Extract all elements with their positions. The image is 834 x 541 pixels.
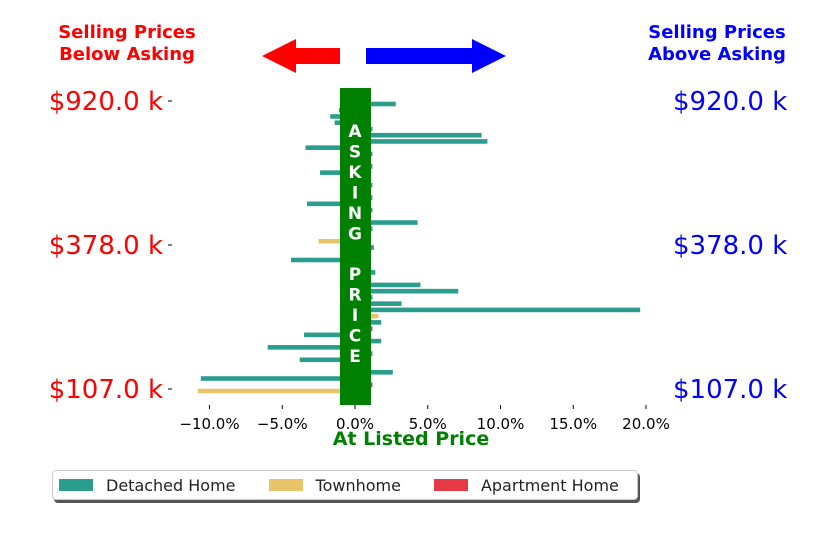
below-asking-header-line2: Below Asking xyxy=(59,44,195,65)
band-letter: R xyxy=(348,286,361,306)
legend-swatch-detached xyxy=(59,479,93,491)
legend-item-apartment: Apartment Home xyxy=(433,475,619,495)
bar xyxy=(197,388,355,394)
asking-price-band-rect xyxy=(340,88,371,405)
y-tick-label-left: $920.0 k xyxy=(49,87,163,117)
x-tick-label: −10.0% xyxy=(179,415,239,433)
bars-group xyxy=(197,101,641,394)
bar xyxy=(290,257,355,263)
band-letter: K xyxy=(348,163,362,183)
bar xyxy=(299,357,355,363)
bar xyxy=(355,307,641,313)
y-tick-label-right: $107.0 k xyxy=(673,375,787,405)
x-axis-label: At Listed Price xyxy=(333,428,489,450)
bar xyxy=(355,139,488,144)
bar xyxy=(355,282,421,288)
right-arrow-icon xyxy=(366,39,506,73)
bar xyxy=(200,376,355,381)
bar xyxy=(355,220,418,225)
bar xyxy=(355,101,396,107)
bar xyxy=(304,332,355,338)
below-asking-header-line1: Selling Prices xyxy=(58,22,195,43)
band-letter: A xyxy=(348,122,362,142)
x-tick-label: 20.0% xyxy=(622,415,670,433)
band-letter: P xyxy=(349,265,361,285)
band-letter: G xyxy=(348,225,362,245)
above-asking-header-line2: Above Asking xyxy=(648,44,786,65)
band-letter: N xyxy=(348,204,362,224)
y-tick-label-left: $378.0 k xyxy=(49,231,163,261)
bar xyxy=(355,369,393,375)
legend-item-townhome: Townhome xyxy=(268,475,401,495)
bar xyxy=(267,345,355,350)
band-letter: I xyxy=(352,306,358,326)
left-arrow-icon xyxy=(262,39,340,73)
y-tick-label-right: $920.0 k xyxy=(673,87,787,117)
y-tick-label-right: $378.0 k xyxy=(673,231,787,261)
legend-item-detached: Detached Home xyxy=(59,476,236,495)
legend-swatch-apartment xyxy=(433,479,468,491)
band-letter: S xyxy=(349,143,361,163)
bar xyxy=(355,301,402,306)
legend-swatch-townhome xyxy=(268,479,303,491)
bar xyxy=(355,288,459,294)
x-tick-label: 5.0% xyxy=(409,415,447,433)
x-tick-label: 10.0% xyxy=(477,415,525,433)
legend-label-apartment: Apartment Home xyxy=(480,475,619,495)
x-axis-ticks: −10.0% −5.0% 0.0% 5.0% 10.0% 15.0% 20.0% xyxy=(179,405,670,433)
x-tick-label: 15.0% xyxy=(549,415,597,433)
bar xyxy=(306,201,355,207)
legend-label-townhome: Townhome xyxy=(315,475,401,495)
bar xyxy=(305,145,355,150)
y-tick-label-left: $107.0 k xyxy=(49,375,163,405)
legend: Detached Home Townhome Apartment Home xyxy=(52,470,638,500)
above-asking-header-line1: Selling Prices xyxy=(648,22,785,43)
band-letter: C xyxy=(349,327,361,347)
legend-label-detached: Detached Home xyxy=(106,475,236,495)
bar xyxy=(318,238,356,244)
x-tick-label: −5.0% xyxy=(257,415,308,433)
bar xyxy=(355,132,482,138)
bar xyxy=(320,170,355,175)
band-letter: E xyxy=(349,347,361,367)
x-tick-label: 0.0% xyxy=(336,415,374,433)
y-axis-ticks: $920.0 k $920.0 k $378.0 k $378.0 k $107.0 k… xyxy=(49,87,788,405)
band-letter: I xyxy=(352,184,358,204)
